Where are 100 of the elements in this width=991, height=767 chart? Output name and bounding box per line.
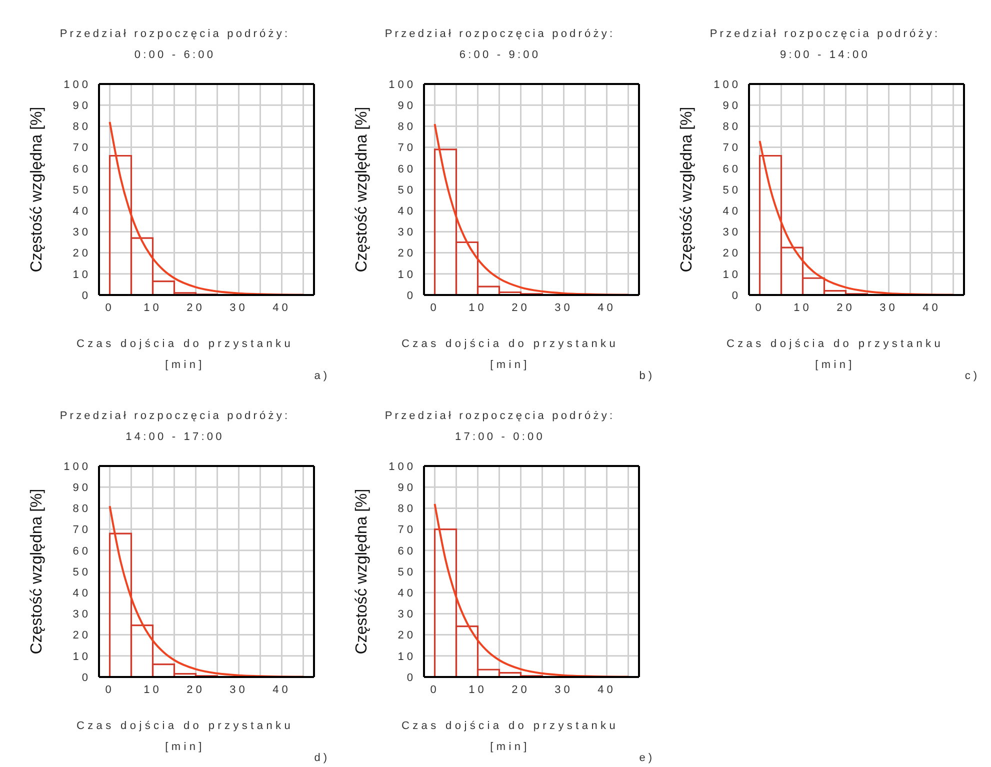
y-tick-label: 30 [398, 226, 416, 239]
y-tick-label: 80 [722, 121, 741, 134]
x-tick-label: 10 [794, 302, 812, 314]
y-tick-label: 10 [72, 650, 91, 663]
y-tick-label: 100 [388, 78, 416, 91]
y-tick-label: 60 [398, 163, 416, 176]
x-axis-title: Czas dojścia do przystanku [min] [75, 719, 295, 755]
y-tick-label: 30 [72, 226, 91, 239]
y-tick-label: 0 [406, 290, 416, 302]
y-tick-label: 30 [398, 608, 416, 621]
y-tick-label: 60 [72, 545, 91, 558]
x-tick-label: 30 [880, 302, 898, 314]
y-tick-label: 50 [722, 184, 741, 196]
x-tick-label: 0 [105, 302, 114, 314]
y-tick-label: 10 [398, 650, 416, 663]
y-tick-label: 40 [722, 206, 741, 218]
y-tick-label: 10 [722, 268, 741, 281]
y-tick-label: 20 [398, 248, 416, 260]
y-tick-label: 60 [722, 163, 741, 176]
y-tick-label: 30 [72, 608, 91, 621]
x-tick-label: 30 [554, 684, 573, 696]
y-tick-label: 10 [72, 268, 91, 281]
y-axis-title: Częstość względna [%] [678, 106, 696, 272]
x-tick-label: 40 [922, 302, 941, 314]
text: b) [639, 370, 655, 382]
y-tick-label: 40 [72, 206, 91, 218]
y-tick-label: 100 [64, 460, 91, 473]
y-tick-label: 20 [72, 248, 91, 260]
y-tick-label: 80 [72, 503, 91, 516]
x-tick-label: 30 [554, 302, 573, 314]
x-tick-label: 40 [272, 302, 291, 314]
y-tick-label: 80 [398, 121, 416, 134]
y-tick-label: 20 [72, 630, 91, 642]
x-tick-label: 10 [468, 684, 487, 696]
y-tick-label: 70 [722, 142, 741, 154]
y-tick-label: 20 [722, 248, 741, 260]
x-tick-label: 0 [430, 684, 440, 696]
y-axis-title: Częstość względna [%] [354, 106, 371, 272]
x-tick-label: 20 [512, 684, 530, 696]
y-tick-label: 0 [82, 672, 91, 684]
y-tick-label: 90 [72, 482, 91, 494]
x-tick-label: 10 [468, 302, 487, 314]
x-tick-label: 40 [272, 684, 291, 696]
x-axis-title: Czas dojścia do przystanku [min] [400, 337, 620, 373]
y-tick-label: 70 [398, 142, 416, 154]
x-tick-label: 20 [186, 302, 205, 314]
x-tick-label: 40 [598, 684, 616, 696]
x-tick-label: 20 [836, 302, 855, 314]
text: d) [314, 752, 330, 764]
y-tick-label: 100 [64, 78, 91, 91]
x-tick-label: 0 [430, 302, 440, 314]
x-tick-label: 10 [144, 684, 162, 696]
y-tick-label: 80 [398, 503, 416, 516]
x-tick-label: 20 [186, 684, 205, 696]
y-tick-label: 30 [722, 226, 741, 239]
x-tick-label: 40 [598, 302, 616, 314]
y-axis-title: Częstość względna [%] [28, 106, 46, 272]
y-tick-label: 70 [398, 524, 416, 536]
text: e) [639, 752, 655, 764]
y-tick-label: 0 [82, 290, 91, 302]
x-tick-label: 0 [105, 684, 114, 696]
x-axis-title: Czas dojścia do przystanku [min] [725, 337, 945, 373]
x-tick-label: 0 [755, 302, 764, 314]
x-axis-title: Czas dojścia do przystanku [min] [400, 719, 620, 755]
y-tick-label: 70 [72, 142, 91, 154]
chart-title: Przedział rozpoczęcia podróży: 9:00 - 14:00 [708, 27, 942, 63]
y-tick-label: 50 [398, 184, 416, 196]
x-tick-label: 10 [144, 302, 162, 314]
chart-title: Przedział rozpoczęcia podróży: 6:00 - 9:00 [384, 27, 616, 63]
y-tick-label: 20 [398, 630, 416, 642]
chart-title: Przedział rozpoczęcia podróży: 17:00 - 0:00 [384, 409, 616, 445]
y-tick-label: 70 [72, 524, 91, 536]
y-tick-label: 60 [72, 163, 91, 176]
y-tick-label: 50 [72, 184, 91, 196]
y-tick-label: 100 [388, 460, 416, 473]
x-tick-label: 30 [230, 684, 248, 696]
y-tick-label: 90 [72, 100, 91, 112]
y-tick-label: 80 [72, 121, 91, 134]
y-tick-label: 40 [398, 588, 416, 600]
y-tick-label: 0 [732, 290, 741, 302]
y-tick-label: 90 [398, 482, 416, 494]
y-tick-label: 60 [398, 545, 416, 558]
text: a) [314, 370, 330, 382]
y-axis-title: Częstość względna [%] [28, 488, 46, 654]
x-axis-title: Czas dojścia do przystanku [min] [75, 337, 295, 373]
y-tick-label: 90 [398, 100, 416, 112]
y-tick-label: 50 [72, 566, 91, 578]
y-tick-label: 0 [406, 672, 416, 684]
chart-title: Przedział rozpoczęcia podróży: 14:00 - 17:00 [58, 409, 292, 445]
chart-title: Przedział rozpoczęcia podróży: 0:00 - 6:00 [58, 27, 292, 63]
y-tick-label: 10 [398, 268, 416, 281]
y-tick-label: 90 [722, 100, 741, 112]
x-tick-label: 30 [230, 302, 248, 314]
y-tick-label: 50 [398, 566, 416, 578]
text: c) [964, 370, 980, 382]
x-tick-label: 20 [512, 302, 530, 314]
y-axis-title: Częstość względna [%] [354, 488, 371, 654]
y-tick-label: 40 [398, 206, 416, 218]
y-tick-label: 40 [72, 588, 91, 600]
y-tick-label: 100 [714, 78, 741, 91]
